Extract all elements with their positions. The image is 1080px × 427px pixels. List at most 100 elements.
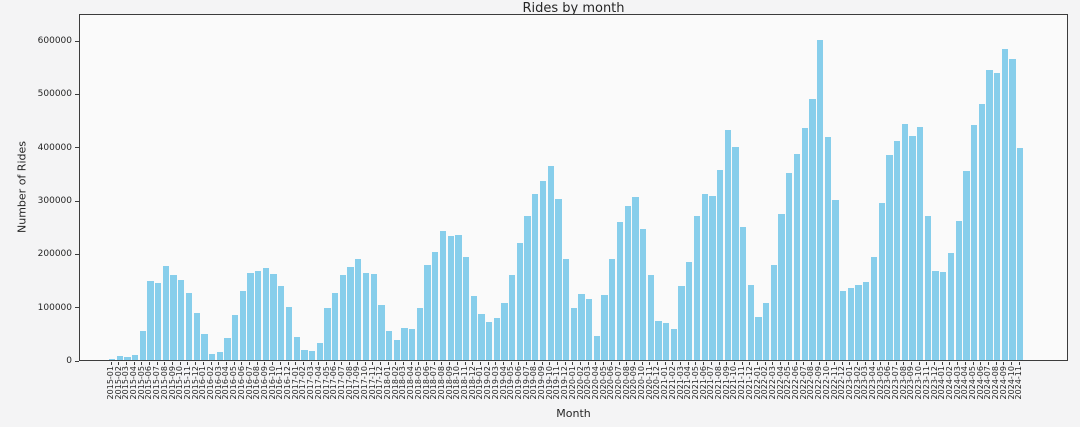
x-tick-mark xyxy=(1011,362,1013,365)
x-tick-mark xyxy=(341,362,343,365)
bar xyxy=(547,165,554,360)
bar xyxy=(324,307,331,360)
bar xyxy=(385,331,393,360)
bar xyxy=(278,285,285,360)
bar xyxy=(439,231,447,360)
y-tick-mark xyxy=(75,147,79,149)
bar xyxy=(994,72,1001,360)
x-tick-mark xyxy=(841,362,843,365)
x-tick-mark xyxy=(210,362,212,365)
x-tick-mark xyxy=(957,362,959,365)
x-tick-mark xyxy=(433,362,435,365)
x-tick-mark xyxy=(379,362,381,365)
bar xyxy=(655,321,662,360)
x-tick-mark xyxy=(472,362,474,365)
bar xyxy=(1017,147,1024,360)
bar xyxy=(162,266,170,360)
x-tick-mark xyxy=(402,362,404,365)
x-axis-label: Month xyxy=(556,407,591,420)
x-tick-mark xyxy=(633,362,635,365)
bar xyxy=(870,256,878,360)
x-tick-mark xyxy=(733,362,735,365)
x-tick-mark xyxy=(364,362,366,365)
x-tick-mark xyxy=(164,362,166,365)
x-tick-mark xyxy=(148,362,150,365)
y-tick-label: 500000 xyxy=(37,89,72,100)
bar xyxy=(701,193,708,360)
bar xyxy=(447,235,454,360)
x-tick-mark xyxy=(618,362,620,365)
bar xyxy=(509,274,516,360)
x-tick-mark xyxy=(649,362,651,365)
bar xyxy=(293,337,300,360)
x-tick-mark xyxy=(387,362,389,365)
bar xyxy=(224,338,231,360)
bar xyxy=(716,169,724,360)
bar xyxy=(978,103,985,360)
bar xyxy=(470,296,477,360)
x-tick-mark xyxy=(810,362,812,365)
x-tick-mark xyxy=(656,362,658,365)
x-tick-mark xyxy=(987,362,989,365)
bar xyxy=(193,312,200,360)
y-tick-label: 0 xyxy=(66,356,72,366)
x-tick-mark xyxy=(1018,362,1020,365)
y-tick-mark xyxy=(75,307,79,309)
bar xyxy=(478,314,485,360)
x-tick-mark xyxy=(949,362,951,365)
bar xyxy=(270,273,277,360)
bar xyxy=(147,281,154,360)
bar xyxy=(570,308,577,360)
bar xyxy=(732,147,739,360)
x-tick-mark xyxy=(110,362,112,365)
x-tick-mark xyxy=(910,362,912,365)
bar xyxy=(170,275,177,360)
x-tick-mark xyxy=(580,362,582,365)
x-tick-mark xyxy=(225,362,227,365)
y-tick-mark xyxy=(75,200,79,202)
bar xyxy=(255,270,262,360)
x-tick-mark xyxy=(680,362,682,365)
x-tick-mark xyxy=(903,362,905,365)
bar xyxy=(755,316,762,360)
x-tick-mark xyxy=(964,362,966,365)
bar xyxy=(178,280,185,360)
x-tick-mark xyxy=(349,362,351,365)
bar xyxy=(747,284,754,360)
x-tick-mark xyxy=(441,362,443,365)
bar xyxy=(524,216,531,360)
x-tick-mark xyxy=(456,362,458,365)
x-tick-mark xyxy=(487,362,489,365)
bar xyxy=(455,235,462,360)
bar xyxy=(486,321,493,360)
bar xyxy=(416,308,424,360)
bar xyxy=(639,228,647,360)
y-tick-mark xyxy=(75,253,79,255)
plot-area xyxy=(79,14,1068,361)
x-tick-mark xyxy=(972,362,974,365)
bar xyxy=(532,193,539,360)
x-tick-mark xyxy=(787,362,789,365)
bar xyxy=(262,267,270,360)
x-tick-mark xyxy=(603,362,605,365)
x-tick-mark xyxy=(780,362,782,365)
bar xyxy=(647,275,654,360)
bar xyxy=(901,124,908,360)
x-tick-mark xyxy=(356,362,358,365)
bar xyxy=(924,216,932,360)
bar xyxy=(763,302,770,360)
bar xyxy=(616,221,624,360)
bar xyxy=(108,358,116,360)
x-tick-mark xyxy=(533,362,535,365)
bar xyxy=(740,226,747,360)
x-tick-mark xyxy=(156,362,158,365)
bar xyxy=(709,195,716,360)
bar xyxy=(624,205,631,360)
x-tick-mark xyxy=(179,362,181,365)
x-tick-mark xyxy=(1003,362,1005,365)
x-tick-mark xyxy=(749,362,751,365)
x-tick-mark xyxy=(264,362,266,365)
bar xyxy=(809,99,816,360)
x-tick-mark xyxy=(310,362,312,365)
bar xyxy=(201,334,208,360)
